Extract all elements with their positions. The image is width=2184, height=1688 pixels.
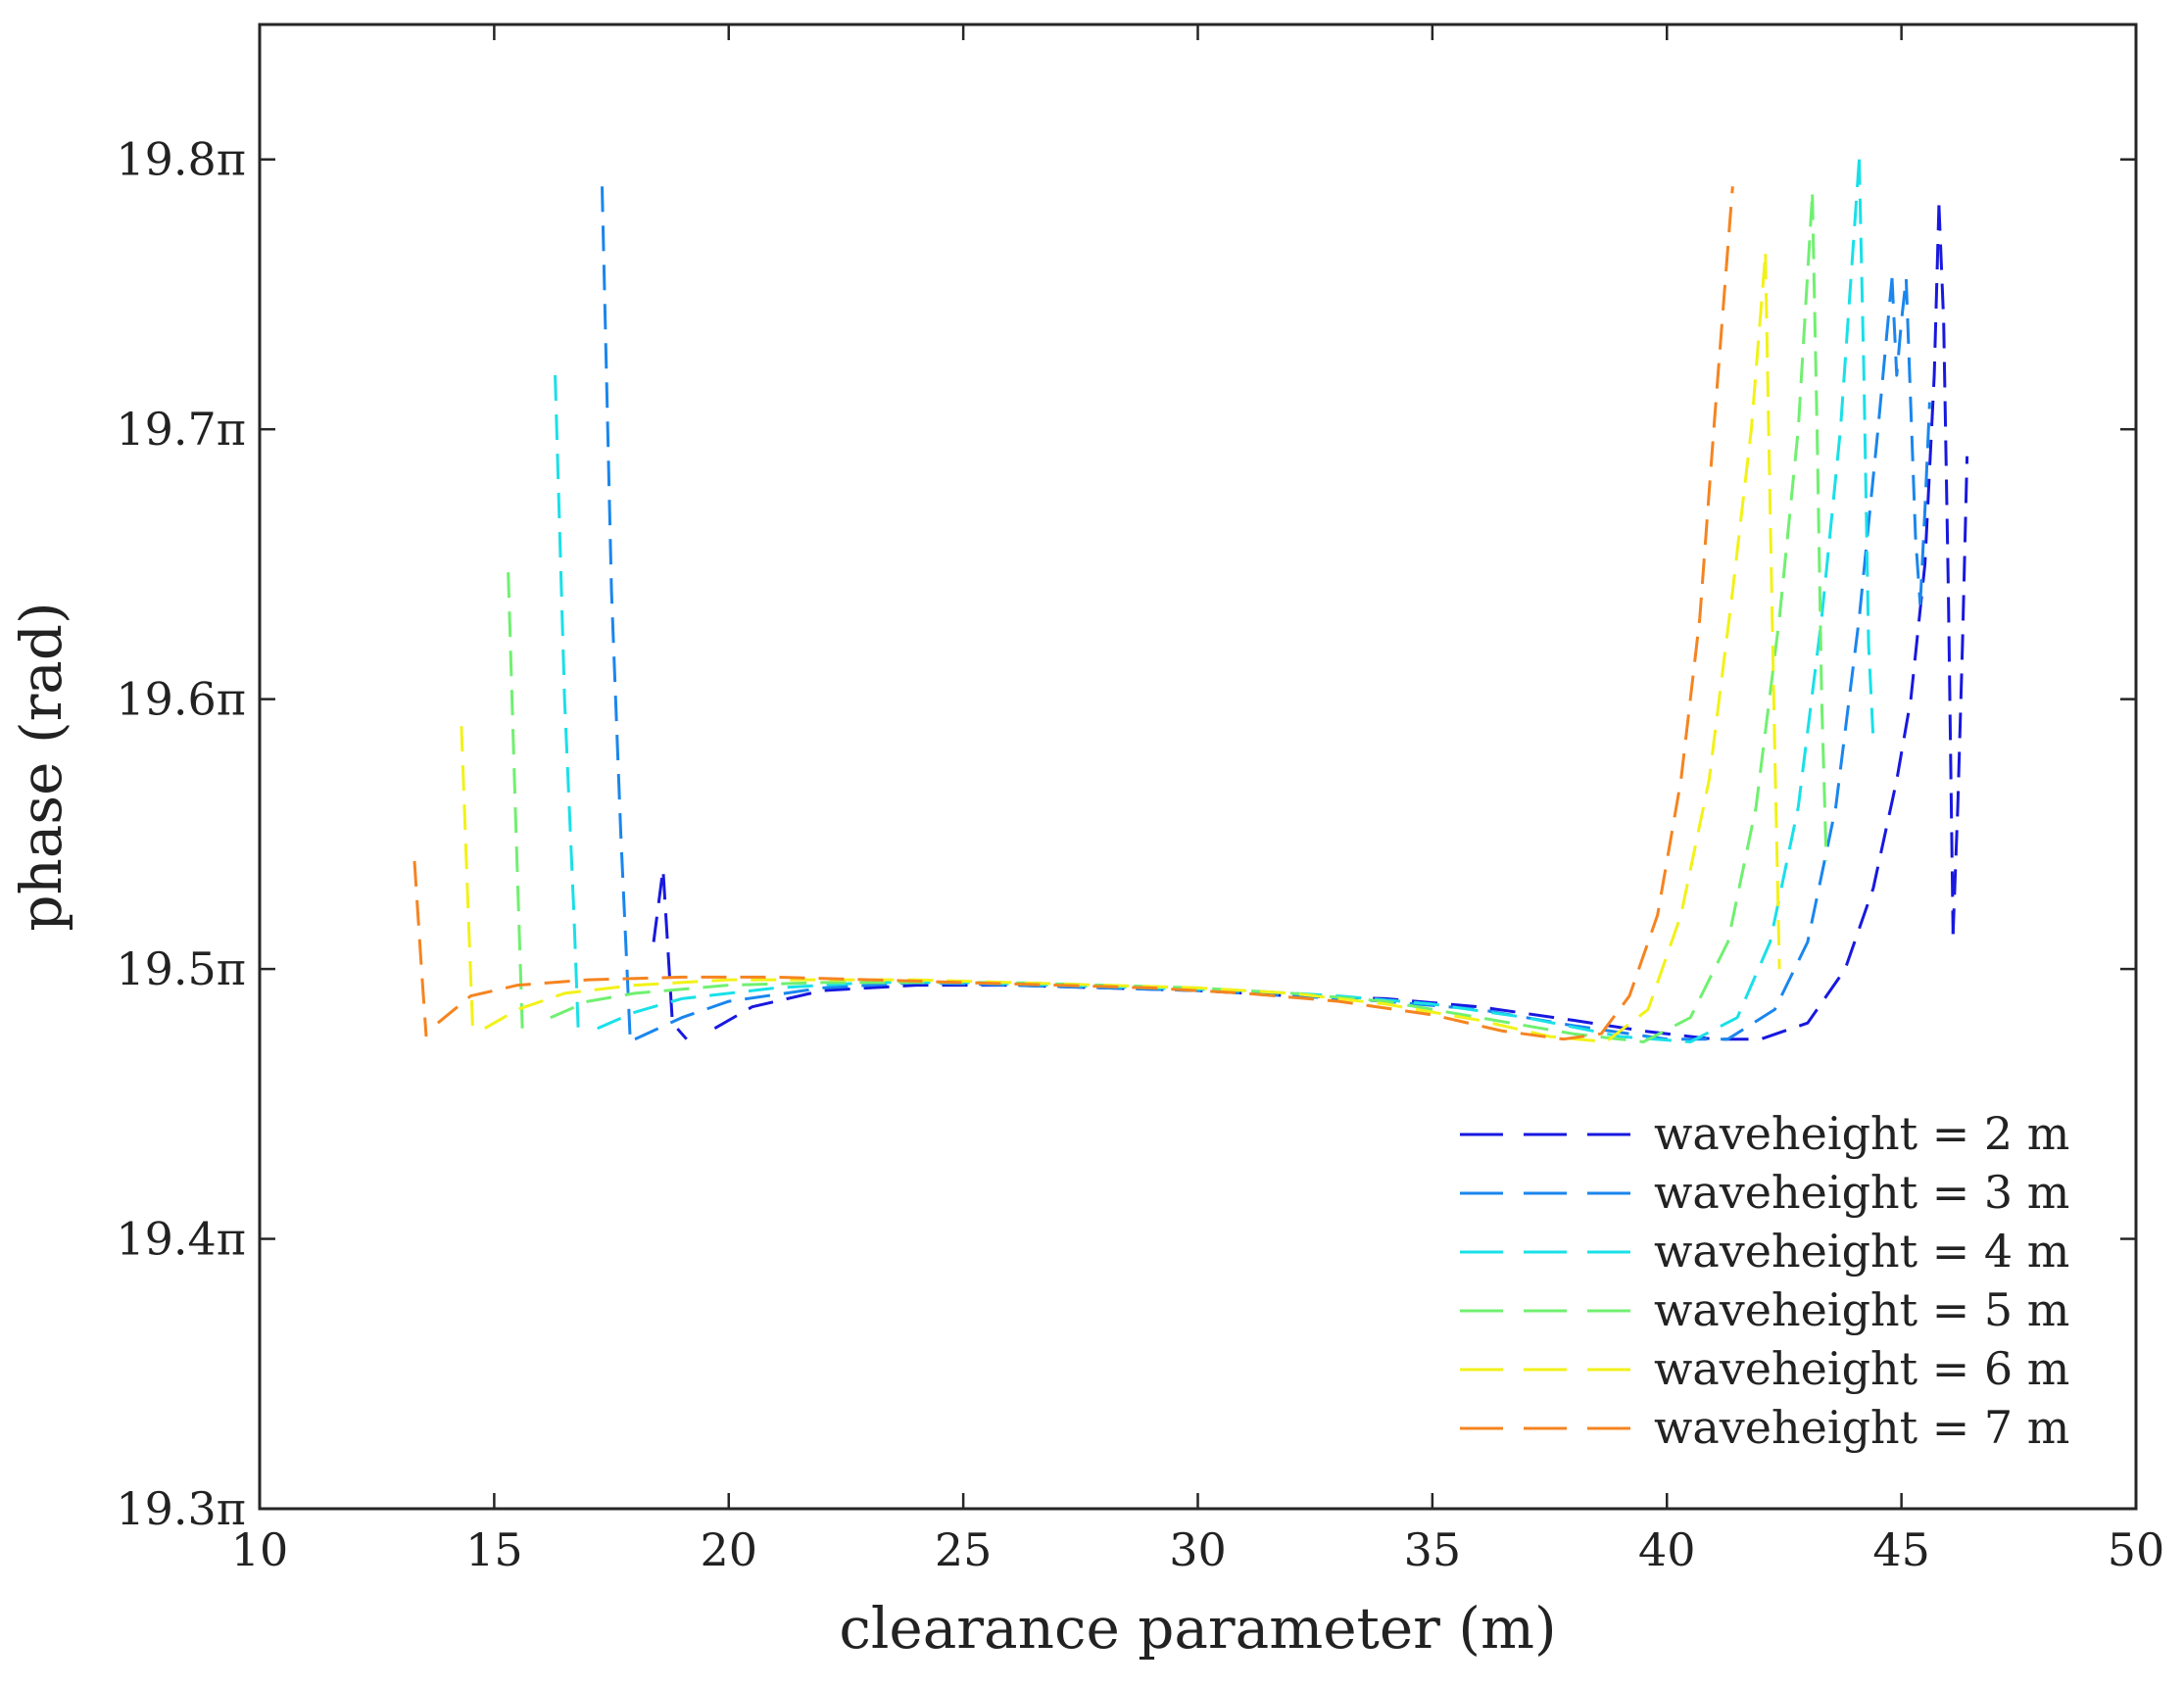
series-1-line-segment-4 [1951,456,1969,935]
y-tick-label: 19.3π [116,1482,246,1535]
y-tick-label: 19.8π [116,133,246,186]
series-3-line-segment-3 [1858,159,1875,741]
legend-entry: waveheight = 6 m [1460,1342,2069,1395]
series-5 [460,253,1781,1043]
legend-label: waveheight = 4 m [1654,1225,2069,1278]
series-4-line-segment-3 [1811,194,1828,861]
series-5-line-segment-1 [460,726,475,1037]
axis-ticks: 10 15 20 25 30 35 40 45 50 19.3π 19.4π 19.5π 19.6π 19… [116,24,2164,1576]
series-5-line-segment-3 [1764,254,1781,970]
legend-label: waveheight = 2 m [1654,1107,2069,1160]
y-axis-title: phase (rad) [8,602,74,931]
y-tick-label: 19.5π [116,942,246,995]
legend-entry: waveheight = 2 m [1460,1107,2069,1160]
series-layer [413,159,1969,1043]
legend-entry: waveheight = 4 m [1460,1225,2069,1278]
y-tick-label: 19.7π [116,403,246,456]
series-5-line-segment-2 [484,253,1768,1043]
series-2-line-segment-4 [1918,402,1931,605]
legend-label: waveheight = 6 m [1654,1342,2069,1395]
x-tick-label: 25 [935,1523,993,1576]
x-tick-label: 40 [1638,1523,1696,1576]
legend-label: waveheight = 3 m [1654,1166,2069,1219]
y-tick-label: 19.6π [116,673,246,726]
x-tick-label: 30 [1169,1523,1227,1576]
legend-entry: waveheight = 3 m [1460,1166,2069,1219]
series-2-line-segment-3 [1890,276,1922,605]
x-tick-label: 15 [465,1523,523,1576]
legend-box [1450,1099,2077,1464]
series-2-line-segment-1 [601,186,632,1039]
series-6 [413,186,1734,1041]
legend-label: waveheight = 5 m [1654,1283,2069,1336]
x-tick-label: 20 [700,1523,757,1576]
series-3-line-segment-1 [554,375,580,1039]
x-tick-label: 45 [1872,1523,1930,1576]
legend: waveheight = 2 m waveheight = 3 m waveheig… [1450,1099,2077,1464]
x-axis-title: clearance parameter (m) [839,1595,1556,1662]
x-tick-label: 35 [1404,1523,1462,1576]
series-1-line-segment-1 [652,867,688,1040]
x-tick-label: 50 [2108,1523,2165,1576]
legend-entry: waveheight = 7 m [1460,1401,2069,1454]
series-1-line-segment-3 [1937,205,1955,935]
x-tick-label: 10 [231,1523,289,1576]
series-6-line-segment-2 [436,186,1734,1041]
y-tick-label: 19.4π [116,1213,246,1266]
legend-label: waveheight = 7 m [1654,1401,2069,1454]
legend-entry: waveheight = 5 m [1460,1283,2069,1336]
